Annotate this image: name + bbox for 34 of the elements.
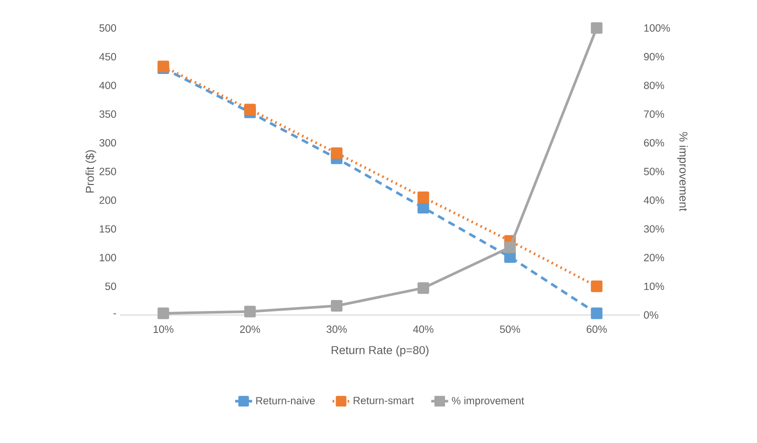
y2-tick-label: 70%: [644, 110, 664, 118]
y-tick-label: 300: [99, 139, 116, 147]
y2-tick-label: 90%: [644, 53, 664, 60]
y2-tick-label: 30%: [644, 225, 664, 233]
y-tick-label: 50: [105, 282, 116, 290]
y-tick-label: 200: [100, 196, 116, 204]
y-tick-label: 150: [100, 225, 116, 233]
y2-tick-label: 60%: [644, 139, 664, 147]
y2-tick-label: 50%: [644, 168, 664, 176]
x-tick-label: 60%: [586, 326, 607, 333]
y-tick-label: 500: [99, 24, 116, 32]
y2-tick-label: 80%: [644, 82, 664, 90]
legend-label: % improvement: [452, 396, 524, 406]
y-tick-label: 350: [99, 110, 116, 118]
y-axis-title: Profit ($): [85, 150, 96, 193]
y2-tick-label: 20%: [644, 254, 664, 262]
y-tick-label: 100: [100, 254, 116, 262]
x-tick-label: 20%: [240, 326, 260, 333]
y2-axis-title: % improvement: [677, 132, 688, 212]
y2-tick-label: 0%: [644, 311, 658, 319]
legend-label: Return-smart: [354, 396, 414, 404]
x-tick-label: 30%: [326, 326, 347, 333]
y-tick-label: 250: [100, 168, 116, 176]
y-tick-label: 400: [99, 82, 116, 90]
legend-label: Return-naive: [256, 396, 315, 404]
x-tick-label: 50%: [500, 326, 520, 333]
y-tick-label: 450: [99, 53, 116, 60]
x-tick-label: 40%: [413, 326, 434, 333]
x-tick-label: 10%: [154, 326, 174, 333]
y2-tick-label: 10%: [644, 282, 664, 290]
y2-tick-label: 100%: [644, 24, 670, 32]
y2-tick-label: 40%: [644, 196, 664, 204]
x-axis-title: Return Rate (p=80): [332, 346, 428, 356]
y-tick-label: -: [113, 313, 116, 314]
